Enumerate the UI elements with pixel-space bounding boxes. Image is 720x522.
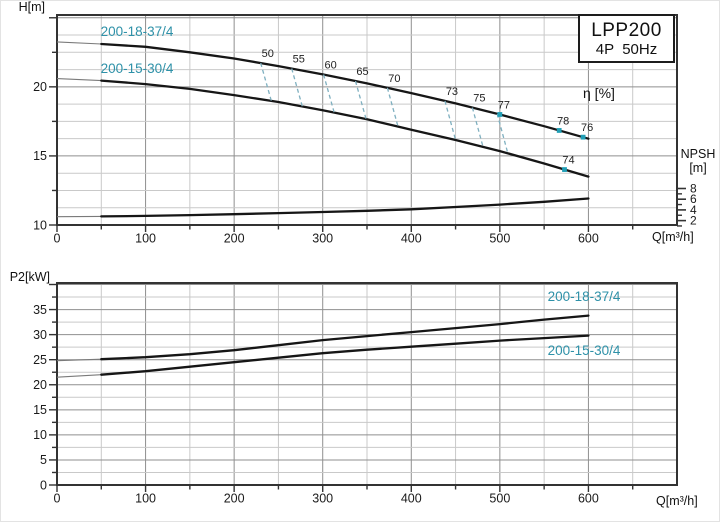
efficiency-isoline-label: 70 — [388, 73, 400, 85]
head-axis-title: H[m] — [18, 0, 45, 14]
efficiency-isoline — [496, 113, 509, 154]
efficiency-isoline-label: 60 — [324, 60, 336, 72]
power-x-axis-title: Q[m³/h] — [656, 494, 698, 508]
efficiency-point-label: 77 — [498, 99, 510, 111]
efficiency-point — [562, 167, 567, 172]
curve-200-18-37-4 — [100, 314, 590, 361]
npsh-axis-title: NPSH — [680, 147, 716, 161]
power-curve-label-200-18-37-4: 200-18-37/4 — [547, 289, 621, 304]
x-tick-label: 100 — [135, 492, 156, 506]
x-tick-label: 400 — [401, 492, 422, 506]
x-tick-label: 600 — [578, 232, 599, 246]
x-tick-label: 400 — [401, 232, 422, 246]
y-tick-label: 20 — [33, 378, 47, 392]
npsh-tick-label: 2 — [690, 214, 697, 228]
x-tick-label: 0 — [54, 492, 61, 506]
efficiency-isoline-label: 75 — [473, 93, 485, 105]
y-tick-label: 0 — [40, 478, 47, 492]
efficiency-isoline-label: 73 — [446, 86, 458, 98]
y-tick-label: 20 — [33, 80, 47, 94]
efficiency-isoline — [444, 100, 457, 141]
x-tick-label: 0 — [54, 232, 61, 246]
power-axis-title: P2[kW] — [9, 270, 50, 284]
npsh-tick-label: 4 — [690, 203, 697, 217]
curve-thin-200-18-37-4 — [56, 358, 102, 362]
y-tick-label: 15 — [33, 149, 47, 163]
efficiency-point-label: 78 — [557, 115, 569, 127]
y-tick-label: 10 — [33, 218, 47, 232]
curve-thin-200-18-37-4 — [56, 41, 102, 45]
npsh-tick-label: 6 — [690, 192, 697, 206]
efficiency-axis-label: η [%] — [583, 85, 615, 101]
x-tick-label: 300 — [312, 492, 333, 506]
curve-thin-200-15-30-4 — [56, 374, 102, 378]
power-curve-label-200-15-30-4: 200-15-30/4 — [547, 343, 621, 358]
head-curve-label-200-15-30-4: 200-15-30/4 — [100, 61, 174, 76]
x-tick-label: 500 — [489, 232, 510, 246]
y-tick-label: 15 — [33, 403, 47, 417]
efficiency-isoline — [386, 87, 399, 127]
curve-200-15-30-4 — [100, 79, 590, 178]
efficiency-isoline-label: 55 — [293, 54, 305, 66]
x-tick-label: 300 — [312, 232, 333, 246]
head-x-axis-title: Q[m³/h] — [652, 230, 694, 244]
efficiency-point-label: 74 — [562, 155, 574, 167]
model-name: LPP200 — [591, 19, 662, 41]
efficiency-isoline-label: 65 — [356, 66, 368, 78]
model-spec: 4P 50Hz — [595, 40, 658, 58]
efficiency-isoline — [471, 107, 484, 148]
efficiency-point-label: 76 — [581, 122, 593, 134]
efficiency-isoline — [322, 74, 335, 113]
x-tick-label: 200 — [224, 492, 245, 506]
head-curve-label-200-18-37-4: 200-18-37/4 — [100, 24, 174, 39]
power-chart: 0 100 200 300 400 500 600 0 5 10 15 20 25 30 35 — [33, 282, 678, 506]
y-tick-label: 10 — [33, 428, 47, 442]
y-tick-label: 25 — [33, 353, 47, 367]
model-title-box: LPP200 4P 50Hz — [578, 14, 675, 63]
x-tick-label: 200 — [224, 232, 245, 246]
curve-npsh — [100, 197, 590, 218]
y-tick-label: 5 — [40, 453, 47, 467]
y-tick-label: 35 — [33, 303, 47, 317]
efficiency-isoline — [291, 68, 303, 107]
efficiency-point — [580, 134, 586, 140]
curve-thin-200-15-30-4 — [56, 78, 102, 82]
efficiency-isoline-label: 50 — [262, 48, 274, 60]
y-tick-label: 30 — [33, 328, 47, 342]
curve-200-18-37-4 — [100, 42, 590, 140]
x-tick-label: 100 — [135, 232, 156, 246]
curve-200-15-30-4 — [100, 334, 590, 376]
efficiency-isoline — [260, 62, 272, 102]
x-tick-label: 600 — [578, 492, 599, 506]
npsh-tick-label: 8 — [690, 182, 697, 196]
efficiency-point — [497, 112, 503, 117]
x-tick-label: 500 — [489, 492, 510, 506]
efficiency-point — [556, 128, 562, 133]
npsh-axis-unit: [m] — [689, 161, 707, 175]
